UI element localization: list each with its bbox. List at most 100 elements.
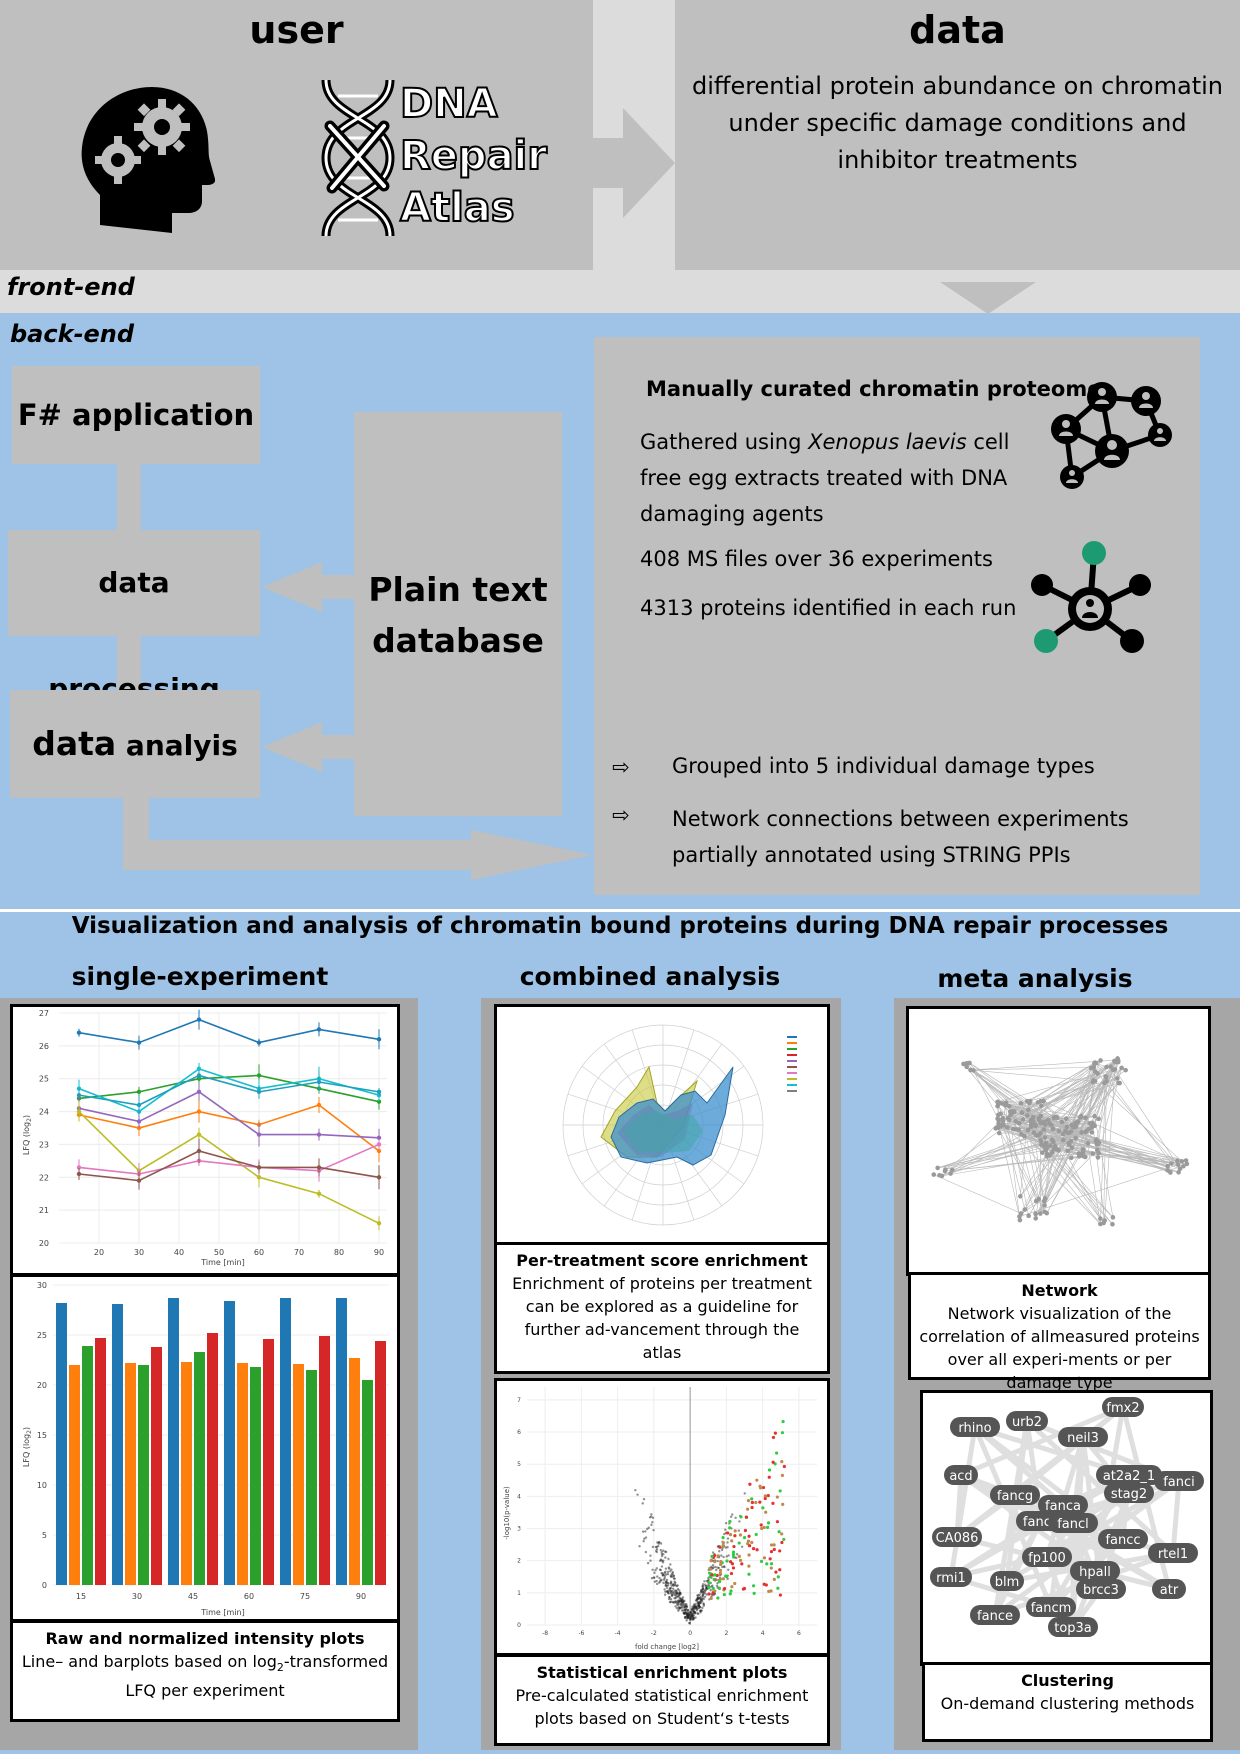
network-node bbox=[1000, 1121, 1006, 1127]
volcano-point bbox=[648, 1516, 652, 1519]
network-node bbox=[1090, 1151, 1096, 1156]
network-node bbox=[996, 1120, 1001, 1126]
volcano-point bbox=[653, 1571, 656, 1575]
volcano-highlight-point bbox=[762, 1525, 766, 1530]
bar-plot-ytick: 25 bbox=[37, 1331, 47, 1340]
volcano-point bbox=[665, 1578, 669, 1582]
network-edge bbox=[944, 1156, 1086, 1172]
head-gears-icon bbox=[81, 87, 215, 233]
cluster-edge bbox=[1170, 1480, 1182, 1554]
volcano-highlight-point bbox=[750, 1497, 754, 1501]
volcano-point bbox=[727, 1554, 730, 1557]
volcano-point bbox=[735, 1556, 738, 1560]
volcano-point bbox=[726, 1546, 729, 1549]
line-plot-ytick: 26 bbox=[39, 1042, 49, 1051]
volcano-point bbox=[688, 1621, 692, 1625]
volcano-point bbox=[667, 1566, 670, 1569]
column-title-single-experiment: single-experiment bbox=[71, 962, 329, 991]
bar-60-series-4 bbox=[263, 1339, 274, 1585]
network-node bbox=[1018, 1193, 1023, 1199]
volcano-point bbox=[651, 1568, 654, 1571]
volcano-highlight-point bbox=[731, 1553, 735, 1557]
network-node bbox=[1022, 1207, 1028, 1212]
volcano-highlight-point bbox=[780, 1460, 784, 1464]
volcano-highlight-point bbox=[769, 1543, 774, 1547]
volcano-point bbox=[724, 1528, 727, 1531]
volcano-point bbox=[675, 1589, 678, 1592]
volcano-highlight-point bbox=[741, 1587, 746, 1591]
volcano-plot: 0 1 2 3 4 5 6 7 -8 -6 -4 -2 0 2 4 6 fold change [log2]… bbox=[503, 1387, 817, 1651]
gathered-species: Xenopus laevis bbox=[808, 430, 967, 454]
user-title: user bbox=[249, 8, 344, 52]
line-plot-point bbox=[316, 1191, 322, 1196]
logo-word-repair: Repair bbox=[399, 133, 548, 179]
volcano-highlight-point bbox=[750, 1505, 754, 1510]
volcano-highlight-point bbox=[728, 1519, 732, 1524]
volcano-highlight-point bbox=[709, 1596, 713, 1601]
volcano-highlight-point bbox=[707, 1592, 711, 1596]
caption-clustering: Clustering On-demand clustering methods bbox=[922, 1662, 1213, 1742]
volcano-highlight-point bbox=[769, 1562, 774, 1566]
network-node bbox=[1025, 1127, 1031, 1133]
network-edge bbox=[1030, 1063, 1095, 1122]
volcano-xtick: 4 bbox=[761, 1630, 765, 1637]
volcano-highlight-point bbox=[733, 1534, 737, 1538]
bar-75-series-1 bbox=[280, 1298, 291, 1585]
volcano-point bbox=[656, 1575, 659, 1578]
network-edge bbox=[970, 1069, 1096, 1082]
cluster-node-fancl bbox=[1048, 1513, 1098, 1533]
volcano-highlight-point bbox=[716, 1554, 720, 1558]
network-node bbox=[1006, 1103, 1012, 1109]
cluster-node-neil3 bbox=[1058, 1427, 1108, 1447]
volcano-highlight-point bbox=[775, 1451, 779, 1455]
volcano-point bbox=[664, 1567, 668, 1570]
network-edge bbox=[1044, 1066, 1107, 1138]
volcano-highlight-point bbox=[733, 1581, 737, 1586]
network-node bbox=[1033, 1198, 1039, 1204]
line-plot-point bbox=[316, 1165, 322, 1170]
line-plot-ytick: 20 bbox=[39, 1239, 49, 1248]
volcano-highlight-point bbox=[762, 1556, 767, 1560]
volcano-point bbox=[681, 1606, 685, 1609]
volcano-highlight-point bbox=[769, 1566, 773, 1570]
network-edge bbox=[1055, 1147, 1172, 1164]
volcano-point bbox=[661, 1574, 664, 1577]
bar-60-series-2 bbox=[237, 1363, 248, 1585]
network-edge bbox=[1046, 1149, 1084, 1214]
cluster-label-fanci: fanci bbox=[1163, 1475, 1195, 1490]
cluster-label-brcc3: brcc3 bbox=[1083, 1583, 1119, 1598]
volcano-highlight-point bbox=[780, 1473, 784, 1477]
volcano-highlight-point bbox=[724, 1574, 728, 1578]
cluster-label-rhino: rhino bbox=[958, 1421, 991, 1436]
caption-statistical: Statistical enrichment plots Pre-calcula… bbox=[494, 1654, 830, 1746]
line-plot-series-3 bbox=[78, 1067, 380, 1113]
volcano-point bbox=[671, 1600, 674, 1604]
volcano-point bbox=[692, 1614, 695, 1617]
bar-15-series-1 bbox=[56, 1303, 67, 1585]
line-plot-point bbox=[196, 1109, 202, 1114]
volcano-point bbox=[644, 1530, 647, 1533]
volcano-point bbox=[663, 1588, 666, 1591]
line-plot-point bbox=[76, 1030, 82, 1035]
volcano-point bbox=[685, 1615, 689, 1619]
network-edge bbox=[1065, 1130, 1168, 1171]
volcano-point bbox=[663, 1575, 667, 1578]
volcano-highlight-point bbox=[725, 1559, 729, 1563]
bullet-arrow-2: ⇨ bbox=[612, 803, 630, 827]
cluster-node-CA086 bbox=[932, 1527, 982, 1547]
network-edge bbox=[969, 1062, 1101, 1225]
line-plot-point bbox=[76, 1165, 82, 1170]
network-edge bbox=[963, 1063, 1022, 1135]
bar-90-series-1 bbox=[336, 1298, 347, 1585]
volcano-highlight-point bbox=[782, 1537, 786, 1542]
line-plot-point bbox=[376, 1135, 382, 1141]
cluster-node-fanci bbox=[1154, 1471, 1204, 1491]
bar-60-series-1 bbox=[224, 1301, 235, 1585]
volcano-point bbox=[695, 1598, 699, 1602]
cluster-node-rhino bbox=[950, 1417, 1000, 1437]
database-to-processing-arrow bbox=[262, 562, 354, 612]
ms-files-count: 408 MS files over 36 experiments bbox=[640, 547, 993, 571]
network-node bbox=[1036, 1115, 1042, 1121]
volcano-point bbox=[712, 1566, 715, 1569]
bar-plot: 0 5 10 15 20 25 30 15 30 45 60 75 90 Time [min] LFQ… bbox=[22, 1281, 389, 1617]
